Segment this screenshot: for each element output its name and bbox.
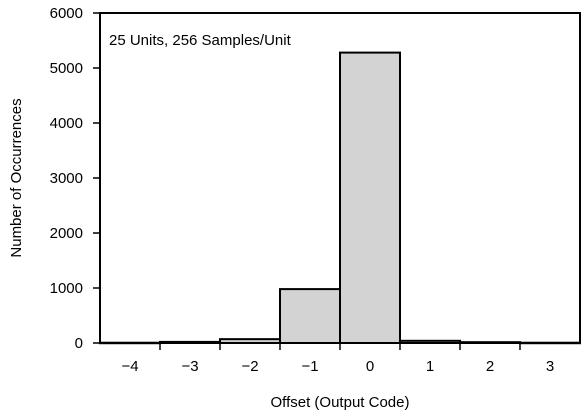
x-tick-label: −3 [181,358,198,375]
bar-offset-−1 [279,288,341,345]
plot-frame [99,12,581,344]
x-tick-label: −4 [121,358,138,375]
y-axis-label: Number of Occurrences [8,98,25,257]
histogram-bars [99,51,581,345]
x-tick-label: 3 [546,358,554,375]
x-axis-label: Offset (Output Code) [271,394,410,411]
y-tick-label: 6000 [50,5,83,22]
y-tick-label: 0 [75,335,83,352]
y-axis-ticks [93,12,100,344]
y-tick-label: 5000 [50,60,83,77]
chart-annotation: 25 Units, 256 Samples/Unit [109,32,292,49]
x-tick-label: −1 [301,358,318,375]
y-tick-label: 3000 [50,170,83,187]
bar-offset-0 [339,51,401,344]
y-tick-label: 2000 [50,225,83,242]
x-tick-label: 2 [486,358,494,375]
y-axis-tick-labels: 0 1000 2000 3000 4000 5000 6000 [50,5,83,352]
x-tick-label: 0 [366,358,374,375]
y-tick-label: 4000 [50,115,83,132]
x-tick-label: −2 [241,358,258,375]
x-axis-ticks [159,343,521,350]
x-tick-label: 1 [426,358,434,375]
y-tick-label: 1000 [50,280,83,297]
x-axis-tick-labels: −4 −3 −2 −1 0 1 2 3 [121,358,554,375]
